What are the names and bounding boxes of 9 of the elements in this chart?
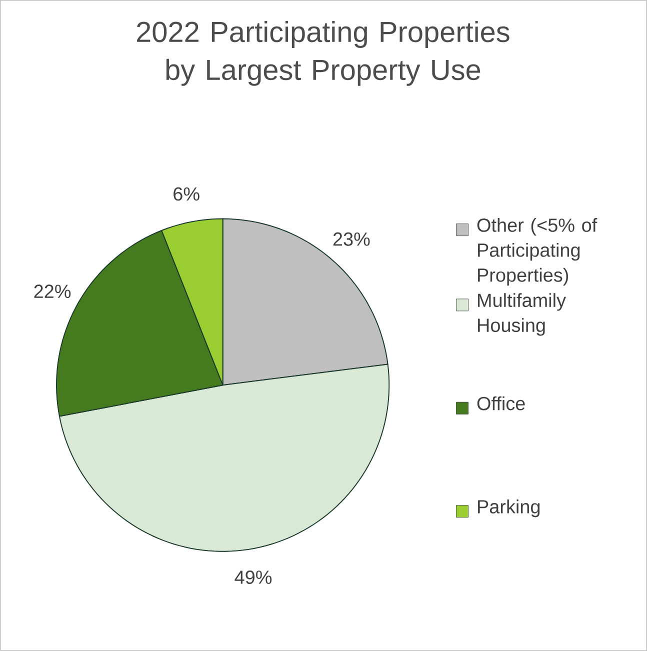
legend-label: Office <box>477 396 525 410</box>
legend-label: Parking <box>478 500 540 518</box>
data-label: 6% <box>174 187 200 201</box>
data-label: 49% <box>234 570 272 584</box>
legend-label: Other (<5% of Participating Properties) <box>477 218 598 286</box>
chart-title: 2022 Participating Properties by Largest Property Use <box>137 20 510 86</box>
data-label: 23% <box>333 232 370 246</box>
data-label: 22% <box>34 284 71 298</box>
legend-label: Multifamily Housing <box>478 293 566 336</box>
